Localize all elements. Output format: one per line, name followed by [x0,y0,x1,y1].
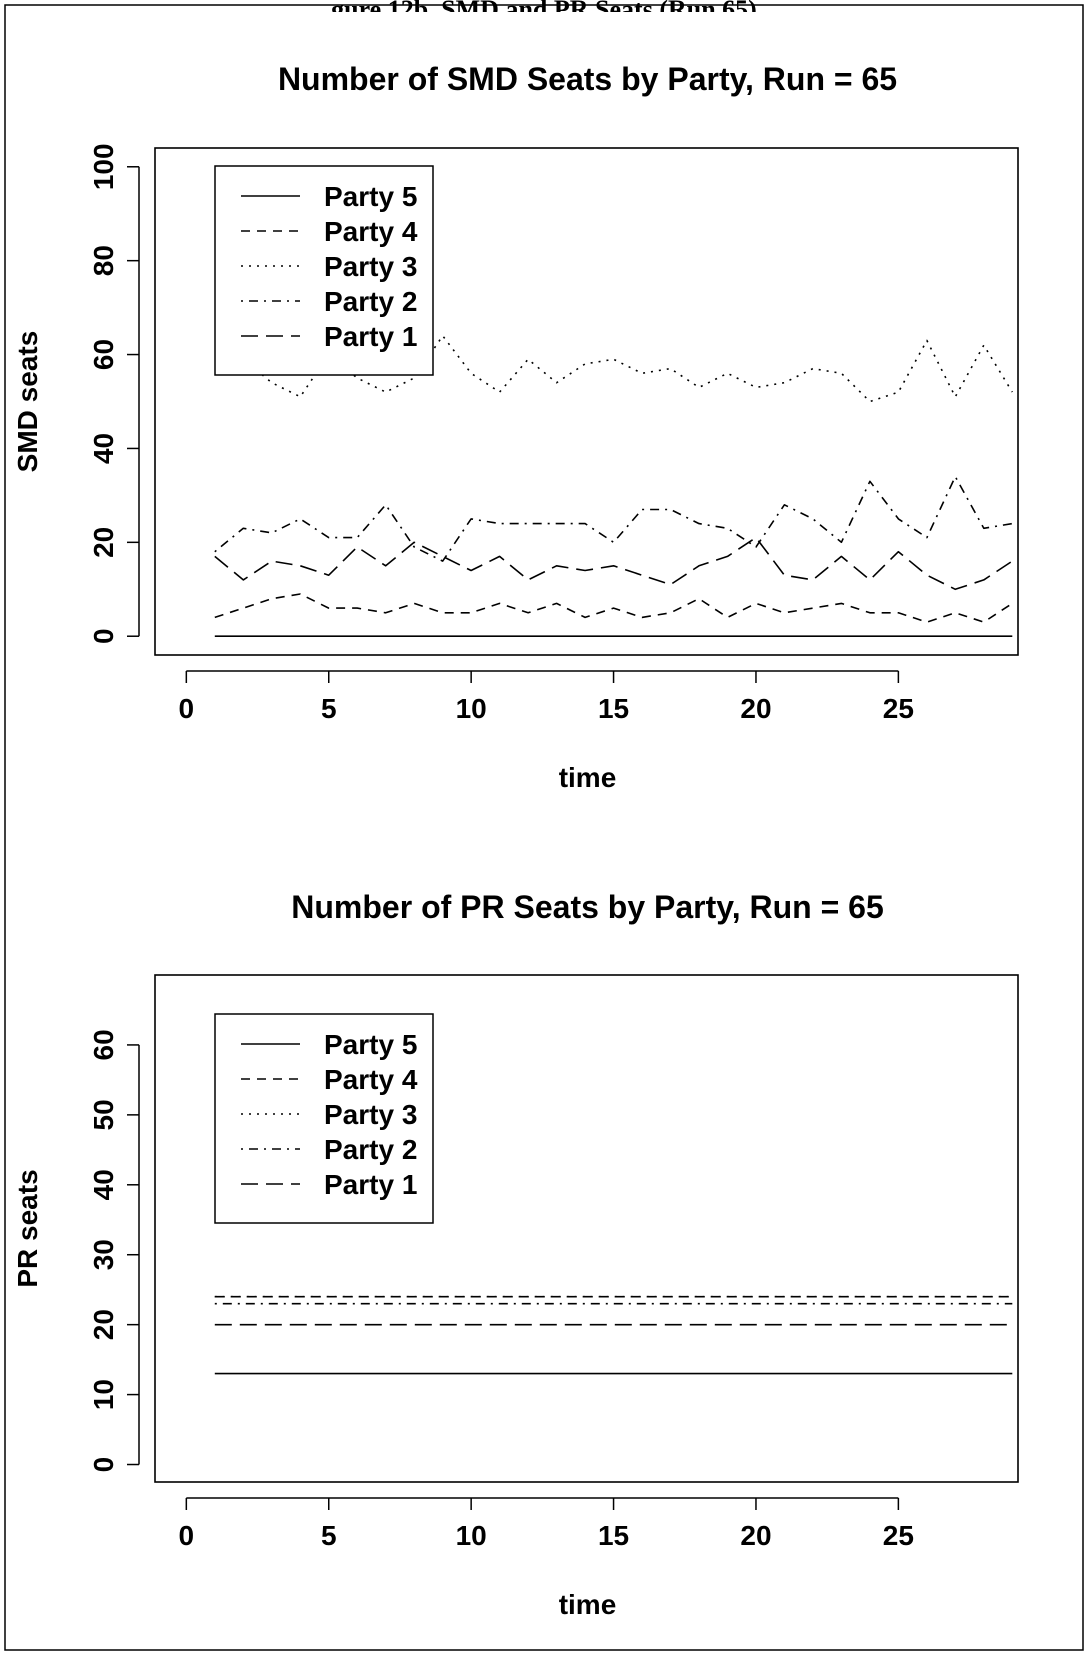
series-line-party-2 [214,475,1013,562]
y-tick-label: 40 [88,1169,119,1200]
page-border [4,4,1084,1651]
series-line-party-3 [214,334,1013,403]
x-tick-label: 20 [740,693,771,724]
x-tick-label: 20 [740,1520,771,1551]
x-tick-label: 0 [179,693,195,724]
x-axis-label: time [559,762,617,793]
legend-entry-label: Party 5 [324,1029,417,1060]
y-tick-label: 20 [88,527,119,558]
y-tick-label: 50 [88,1099,119,1130]
chart-title: Number of PR Seats by Party, Run = 65 [291,889,883,925]
x-tick-label: 5 [321,693,337,724]
legend-box [214,165,434,376]
x-axis-label: time [559,1589,617,1620]
legend-entry-label: Party 5 [324,181,417,212]
legend-entry-label: Party 4 [324,1064,418,1095]
series-line-party-4 [214,593,1013,623]
y-tick-label: 0 [88,1457,119,1473]
x-tick-label: 10 [456,1520,487,1551]
plot-area-border [154,147,1019,656]
y-tick-label: 0 [88,628,119,644]
series-line-party-1 [214,536,1013,591]
chart-title: Number of SMD Seats by Party, Run = 65 [278,61,897,97]
y-tick-label: 60 [88,1029,119,1060]
x-tick-label: 25 [883,1520,914,1551]
legend-entry-label: Party 1 [324,1169,417,1200]
plot-area-border [154,974,1019,1483]
legend-entry-label: Party 4 [324,216,418,247]
legend-entry-label: Party 2 [324,1134,417,1165]
y-tick-label: 40 [88,433,119,464]
figure-caption: gure 12b. SMD and PR Seats (Run 65) [0,0,1088,12]
x-tick-label: 10 [456,693,487,724]
y-tick-label: 10 [88,1379,119,1410]
y-tick-label: 20 [88,1309,119,1340]
y-axis-label: PR seats [12,1169,43,1287]
x-tick-label: 15 [598,1520,629,1551]
x-tick-label: 5 [321,1520,337,1551]
legend-box [214,1013,434,1224]
legend-entry-label: Party 1 [324,321,417,352]
x-tick-label: 15 [598,693,629,724]
y-axis-label: SMD seats [12,331,43,473]
x-tick-label: 0 [179,1520,195,1551]
y-tick-label: 30 [88,1239,119,1270]
chart-panel-2: Number of PR Seats by Party, Run = 65 0 5 1… [12,889,1019,1620]
legend-entry-label: Party 2 [324,286,417,317]
legend-entry-label: Party 3 [324,251,417,282]
x-tick-label: 25 [883,693,914,724]
legend-entry-label: Party 3 [324,1099,417,1130]
y-tick-label: 60 [88,339,119,370]
y-tick-label: 80 [88,245,119,276]
y-tick-label: 100 [88,143,119,190]
chart-panel-1: Number of SMD Seats by Party, Run = 65 0 5… [12,61,1019,793]
